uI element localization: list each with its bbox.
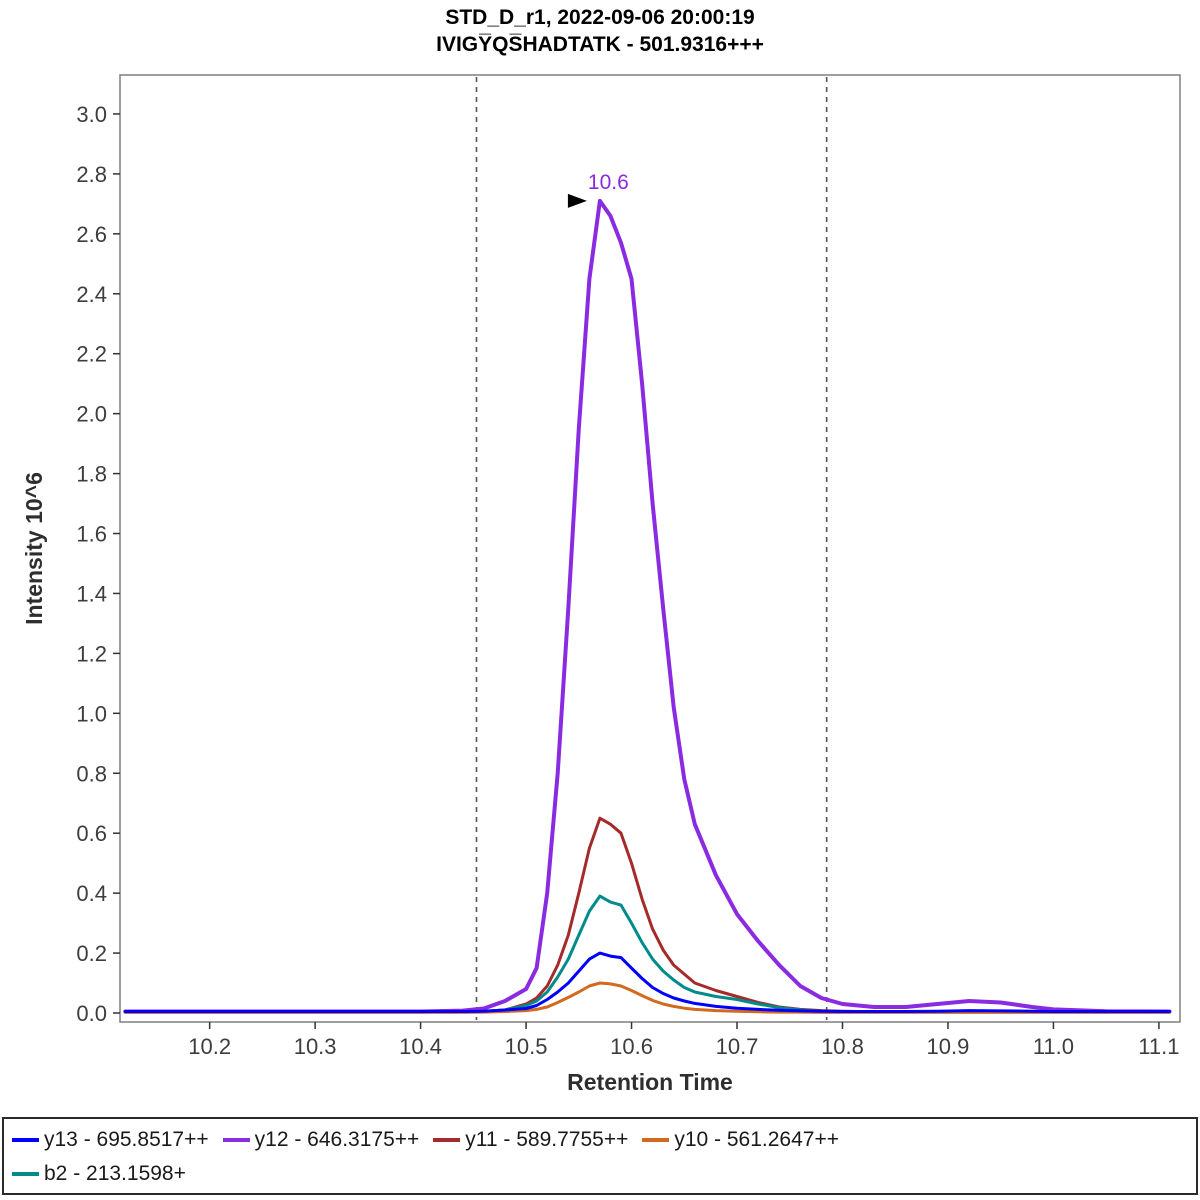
chart-title-run: STD_D_r1, 2022-09-06 20:00:19 <box>445 6 755 29</box>
legend-item-y10: y10 - 561.2647++ <box>642 1128 839 1152</box>
x-tick-label: 10.8 <box>821 1034 864 1059</box>
chart-title-block: STD_D_r1, 2022-09-06 20:00:19 IVIGY̅QS̅H… <box>0 4 1200 59</box>
legend-item-y11: y11 - 589.7755++ <box>433 1128 628 1152</box>
legend-item-y13: y13 - 695.8517++ <box>12 1128 209 1152</box>
x-tick-label: 10.7 <box>716 1034 759 1059</box>
chromatogram-plot[interactable]: 10.2 10.3 10.4 10.5 10.6 10.7 10.8 10.9 11.0 11.1… <box>0 0 1200 1115</box>
y-tick-label: 0.8 <box>76 761 107 786</box>
y-tick-label: 2.2 <box>76 342 107 367</box>
x-tick-label: 10.5 <box>505 1034 548 1059</box>
legend-swatch-y10 <box>642 1138 670 1142</box>
y-tick-label: 3.0 <box>76 102 107 127</box>
x-tick-label: 10.3 <box>294 1034 337 1059</box>
legend-swatch-b2 <box>12 1172 39 1176</box>
legend: y13 - 695.8517++ y12 - 646.3175++ y11 - … <box>2 1117 1198 1195</box>
legend-swatch-y13 <box>12 1138 39 1142</box>
x-tick-label: 10.4 <box>399 1034 442 1059</box>
legend-label-y13: y13 - 695.8517++ <box>44 1128 209 1151</box>
x-tick-label: 11.1 <box>1138 1034 1179 1059</box>
legend-swatch-y12 <box>222 1138 250 1142</box>
y-tick-label: 2.8 <box>76 162 107 187</box>
y-tick-label: 1.6 <box>76 522 107 547</box>
y-tick-label: 1.0 <box>76 701 107 726</box>
y-tick-label: 0.4 <box>76 881 107 906</box>
x-tick-label: 10.9 <box>927 1034 970 1059</box>
peak-arrow-icon[interactable] <box>567 193 587 208</box>
y-tick-label: 2.0 <box>76 402 107 427</box>
legend-row-1: y13 - 695.8517++ y12 - 646.3175++ y11 - … <box>12 1123 1188 1157</box>
series-line-y13 <box>123 951 1171 1013</box>
y-tick-label: 1.4 <box>76 581 107 606</box>
y-tick-label: 2.4 <box>76 282 107 307</box>
x-tick-label: 10.2 <box>188 1034 231 1059</box>
legend-label-y10: y10 - 561.2647++ <box>674 1128 839 1151</box>
y-axis-label: Intensity 10^6 <box>21 472 47 625</box>
legend-item-b2: b2 - 213.1598+ <box>12 1162 186 1186</box>
y-tick-label: 0.2 <box>76 941 107 966</box>
legend-swatch-y11 <box>433 1138 461 1142</box>
y-tick-label: 0.6 <box>76 821 107 846</box>
peak-rt-annotation[interactable]: 10.6 <box>588 171 629 194</box>
legend-item-y12: y12 - 646.3175++ <box>222 1128 420 1152</box>
x-axis-label: Retention Time <box>567 1069 733 1095</box>
series-line-y10 <box>123 981 1171 1014</box>
plot-border <box>119 74 1181 1023</box>
series-line-y12 <box>123 198 1172 1014</box>
y-tick-label: 0.0 <box>76 1001 107 1026</box>
x-tick-label: 10.6 <box>610 1034 653 1059</box>
x-tick-label: 11.0 <box>1033 1034 1074 1059</box>
y-tick-label: 1.2 <box>76 641 107 666</box>
legend-label-b2: b2 - 213.1598+ <box>44 1162 186 1185</box>
y-tick-label: 1.8 <box>76 462 107 487</box>
legend-label-y12: y12 - 646.3175++ <box>254 1128 420 1151</box>
y-tick-label: 2.6 <box>76 222 107 247</box>
legend-label-y11: y11 - 589.7755++ <box>465 1128 629 1151</box>
legend-row-2: b2 - 213.1598+ <box>12 1157 1188 1191</box>
chart-title-peptide: IVIGY̅QS̅HADTATK - 501.9316+++ <box>436 33 764 57</box>
